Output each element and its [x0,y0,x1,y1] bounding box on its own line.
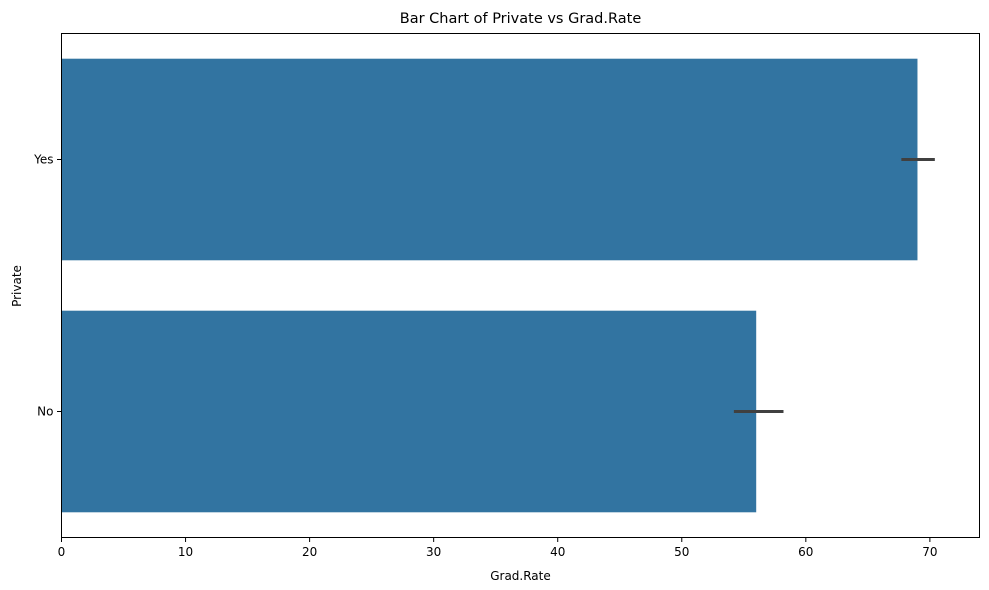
bar-no [61,310,757,513]
y-axis-label: Private [10,265,24,307]
y-tick-label-yes: Yes [33,153,53,167]
chart-title: Bar Chart of Private vs Grad.Rate [400,11,642,27]
x-tick-label-40: 40 [550,545,565,559]
error-bars-layer [733,158,935,413]
x-tick-label-70: 70 [922,545,937,559]
y-axis-ticks: Yes No [33,153,62,419]
x-tick-label-60: 60 [798,545,813,559]
x-tick-label-50: 50 [674,545,689,559]
x-tick-label-10: 10 [178,545,193,559]
x-axis-ticks: 0 10 20 30 40 50 60 70 [58,537,938,559]
bar-yes [61,58,918,261]
x-tick-label-30: 30 [426,545,441,559]
y-tick-label-no: No [37,405,53,419]
bars-layer [61,58,918,513]
x-tick-label-0: 0 [58,545,66,559]
x-axis-label: Grad.Rate [490,569,551,583]
x-tick-label-20: 20 [302,545,317,559]
plot-area-frame [61,33,980,538]
